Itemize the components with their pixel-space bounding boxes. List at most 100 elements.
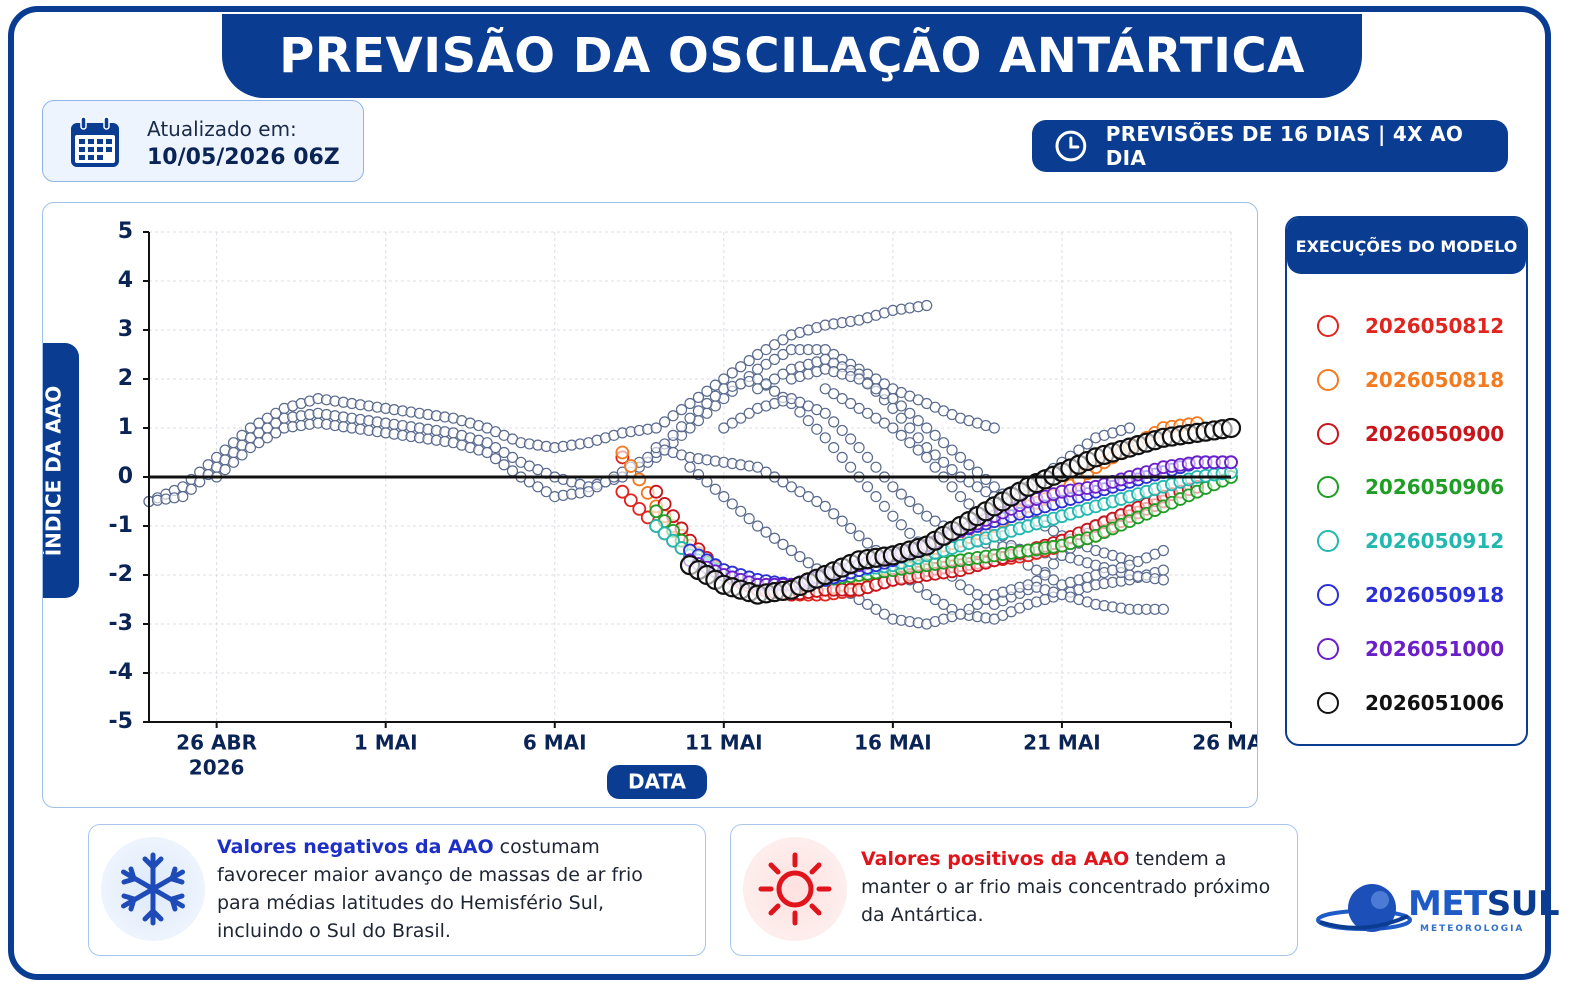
older-member-series-point	[219, 464, 231, 476]
older-member-series-point	[963, 459, 975, 471]
y-tick-label: -4	[109, 660, 133, 685]
legend-item: 2026050900	[1317, 414, 1504, 454]
sun-icon	[758, 852, 832, 926]
x-tick-label: 1 MAI	[354, 731, 418, 755]
older-member-series-point	[253, 437, 265, 449]
older-member-series-point	[768, 532, 781, 544]
legend-item: 2026050918	[1317, 575, 1504, 615]
x-tick-label: 16 MAI	[854, 731, 932, 755]
older-member-series-point	[718, 491, 730, 503]
older-member-series-point	[946, 444, 958, 456]
older-member-series-point	[904, 437, 916, 449]
older-member-series-point	[811, 423, 823, 435]
negative-highlight: Valores negativos da AAO	[217, 836, 494, 858]
legend-marker-icon	[1317, 422, 1339, 445]
older-member-series-point	[726, 498, 738, 510]
older-member-series-point	[709, 390, 721, 402]
older-member-series-point	[963, 603, 975, 615]
older-member-series-point	[261, 432, 273, 444]
older-member-series-point	[988, 481, 1000, 493]
older-member-series-point	[912, 444, 924, 456]
logo-wordmark: METSUL	[1408, 884, 1560, 924]
older-member-series-point	[481, 446, 493, 459]
older-member-series-point	[718, 373, 730, 385]
older-member-series-point	[853, 373, 865, 385]
older-member-series-point	[532, 481, 544, 493]
older-member-series-point	[878, 388, 891, 400]
older-member-series-point	[912, 415, 924, 427]
older-member-series-point	[845, 433, 857, 445]
older-member-series-point	[1157, 564, 1169, 576]
title-banner: PREVISÃO DA OSCILAÇÃO ANTÁRTICA	[222, 14, 1362, 98]
y-axis-label: ÍNDICE DA AAO	[43, 386, 66, 557]
x-tick-label: 21 MAI	[1023, 731, 1101, 755]
x-tick-label: 26 MAI	[1192, 731, 1257, 755]
older-member-series-point	[227, 456, 240, 468]
older-member-series-point	[904, 527, 916, 539]
series-2026050912-point	[657, 526, 672, 541]
older-member-series-point	[929, 515, 941, 527]
legend-marker-icon	[1317, 584, 1339, 606]
older-member-series-point	[845, 522, 857, 535]
older-member-series-point	[861, 451, 874, 463]
sun-icon-wrap	[743, 837, 847, 941]
older-member-series-point	[836, 451, 848, 463]
highlighted-series-layer	[615, 416, 1242, 605]
older-member-series-point	[802, 557, 814, 569]
older-member-series-point	[937, 456, 950, 468]
older-member-series-point	[954, 491, 967, 503]
older-member-series-point	[684, 412, 696, 424]
x-axis-title: DATA	[607, 765, 707, 799]
older-member-series-point	[650, 422, 662, 434]
chart-panel: 5 4 3 2 1 0 -1 -2 -3 -4 -5 26 ABR 2026 1 MAI 6 MAI 11 …	[42, 202, 1258, 808]
series-2026050818-point	[623, 459, 638, 473]
older-member-series-point	[904, 495, 916, 508]
snowflake-icon-wrap	[101, 837, 205, 941]
page-title: PREVISÃO DA OSCILAÇÃO ANTÁRTICA	[279, 28, 1305, 84]
series-2026050812-point	[623, 493, 638, 508]
older-member-series-point	[244, 442, 257, 454]
older-member-series-point	[701, 385, 713, 397]
x-axis-title-bg	[607, 765, 707, 799]
older-member-series	[143, 344, 1000, 508]
older-member-series-point	[1081, 438, 1093, 450]
legend-title: EXECUÇÕES DO MODELO	[1287, 218, 1526, 274]
legend-item: 2026051006	[1317, 683, 1504, 723]
older-member-series-point	[785, 481, 798, 493]
forecast-info-text: PREVISÕES DE 16 DIAS | 4X AO DIA	[1105, 122, 1464, 170]
y-tick-label: 1	[118, 415, 133, 440]
negative-info-text: Valores negativos da AAO costumam favore…	[217, 833, 687, 945]
older-member-series-point	[887, 510, 899, 522]
y-tick-label: -3	[109, 611, 133, 636]
y-axis-title-bg	[43, 343, 79, 598]
y-tick-label: -5	[109, 709, 133, 734]
older-member-series-point	[667, 410, 679, 422]
older-member-series-point	[870, 491, 882, 503]
older-member-series-point	[802, 491, 814, 503]
older-member-series-point	[1157, 574, 1169, 586]
y-tick-label: 5	[118, 219, 133, 244]
older-member-series-point	[802, 415, 814, 427]
x-tick-label: 11 MAI	[685, 731, 763, 755]
legend-marker-icon	[1317, 315, 1339, 337]
series-2026050812-point	[615, 484, 630, 499]
series-2026051006-point	[1220, 417, 1242, 439]
older-member-series-point	[861, 481, 874, 493]
older-member-series-point	[591, 481, 603, 493]
older-member-series-point	[870, 461, 882, 473]
older-member-series-point	[489, 442, 502, 454]
older-member-series-point	[1030, 564, 1043, 576]
older-member-series-point	[937, 437, 950, 449]
older-member-series-point	[921, 510, 933, 522]
series-2026050900-point	[649, 484, 664, 499]
older-member-series-point	[921, 422, 933, 434]
older-member-series-point	[726, 417, 738, 429]
older-member-series-point	[752, 461, 764, 473]
older-member-series-point	[870, 412, 882, 424]
older-member-series-point	[853, 402, 865, 414]
older-member-series-point	[921, 451, 933, 463]
older-member-series-point	[878, 500, 891, 512]
older-member-series-point	[794, 551, 806, 563]
older-member-series-point	[270, 427, 282, 439]
